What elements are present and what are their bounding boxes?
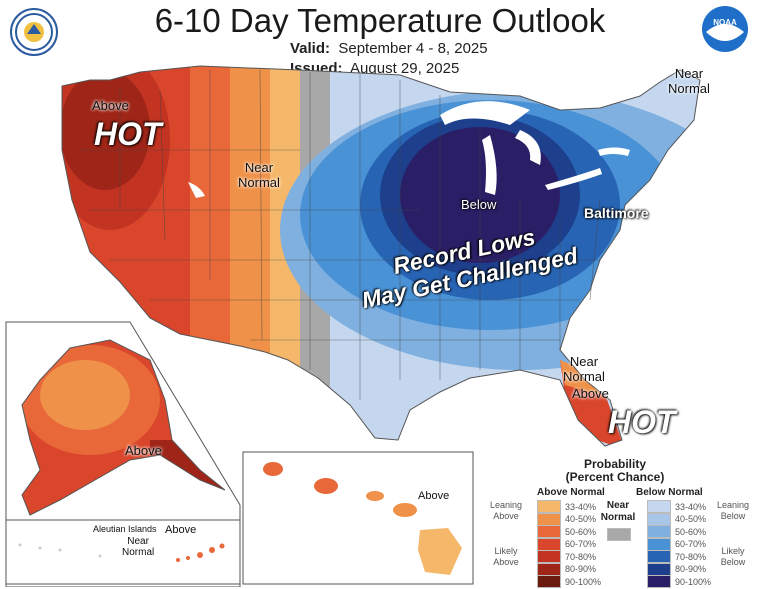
aleutian-frame [5,519,241,585]
aleutian-near-normal-line2: Normal [122,547,155,558]
legend-above-swatch [537,575,561,588]
legend-below-row: 33-40% [647,499,706,514]
legend-above-range-label: 80-90% [565,564,597,574]
rockies-near-normal-line1: Near [244,160,274,175]
florida-near-normal-line2: Normal [563,369,605,384]
leaning-below-line2: Below [720,511,746,521]
legend-above-range-label: 33-40% [565,501,597,512]
seal-graphic [15,13,53,51]
legend-likely-above: Likely Above [486,546,526,568]
northeast-near-normal-line1: Near [674,66,704,81]
issued-value: August 29, 2025 [350,60,460,77]
noaa-logo-icon: NOAA [702,6,748,52]
alaska-outline [21,339,226,516]
legend-below-range-label: 50-60% [675,526,707,537]
legend-near-normal-swatch [607,528,631,541]
state-borders [80,69,601,400]
legend-below-range-label: 80-90% [675,564,707,574]
rockies-near-normal-label: Near Normal [238,160,280,190]
legend-below-range-label: 70-80% [675,551,707,562]
alaska-above-label: Above [125,443,162,458]
legend-below-range-label: 40-50% [675,514,707,524]
legend-title-line2: (Percent Chance) [565,470,665,484]
legend-above-range-label: 40-50% [565,514,597,524]
rockies-near-normal-line2: Normal [238,175,280,190]
aleutian-above-label: Above [165,524,197,536]
legend-above-header: Above Normal [537,487,605,498]
page-title: 6-10 Day Temperature Outlook [154,2,606,39]
florida-hot-label: HOT [608,404,676,440]
legend-leaning-above: Leaning Above [486,500,526,522]
hawaii-islands [263,462,462,575]
noaa-graphic: NOAA [703,7,747,51]
valid-value: September 4 - 8, 2025 [338,40,488,57]
northeast-near-normal-label: Near Normal [668,66,710,96]
likely-below-line1: Likely [721,546,745,556]
lake-ontario [598,147,630,156]
florida-above-label: Above [572,386,609,401]
legend-near-normal: Near Normal [596,500,640,524]
midwest-below-label: Below [461,197,497,212]
legend-above-range-label: 90-100% [565,576,602,587]
leaning-above-line2: Above [493,511,519,521]
likely-below-line2: Below [720,557,746,567]
legend-above-range-label: 50-60% [565,526,597,537]
conus-outline [61,65,701,447]
near-line2: Normal [600,512,636,523]
legend-below-range-label: 60-70% [675,539,707,549]
legend-likely-below: Likely Below [712,546,754,568]
likely-above-line1: Likely [494,546,518,556]
legend-below-range-label: 33-40% [675,501,707,512]
aleutian-near-normal-line1: Near [127,536,149,547]
noaa-text: NOAA [713,18,737,27]
hawaii-above-label: Above [418,490,450,502]
near-line1: Near [606,500,630,511]
legend-below-header: Below Normal [636,487,703,498]
legend-below-swatch [647,575,671,588]
legend-leaning-below: Leaning Below [712,500,754,522]
commerce-seal-icon [10,8,58,56]
lake-superior [440,101,530,125]
valid-dates: Valid: September 4 - 8, 2025 [290,40,488,57]
aleutian-islands-shapes [176,543,225,562]
northeast-near-normal-line2: Normal [668,81,710,96]
lake-michigan [482,135,497,195]
legend-title: Probability (Percent Chance) [540,458,690,484]
baltimore-label: Baltimore [584,205,649,221]
aleutian-west-islands [18,543,102,558]
legend-above-range-label: 60-70% [565,539,597,549]
lake-huron [515,130,541,165]
legend-above-range-label: 70-80% [565,551,597,562]
west-hot-label: HOT [94,116,162,152]
aleutian-near-normal-label: Near Normal [122,536,154,558]
florida-near-normal-line1: Near [569,354,599,369]
aleutian-islands-label: Aleutian Islands [93,524,157,534]
valid-label: Valid: [290,40,331,57]
likely-above-line2: Above [493,557,519,567]
florida-near-normal-label: Near Normal [563,354,605,384]
leaning-above-line1: Leaning [489,500,523,510]
legend-below-range-label: 90-100% [675,576,712,587]
leaning-below-line1: Leaning [716,500,750,510]
lake-erie [545,168,602,190]
legend-title-line1: Probability [583,457,646,471]
west-above-label: Above [92,98,129,113]
great-salt-lake [188,182,205,198]
